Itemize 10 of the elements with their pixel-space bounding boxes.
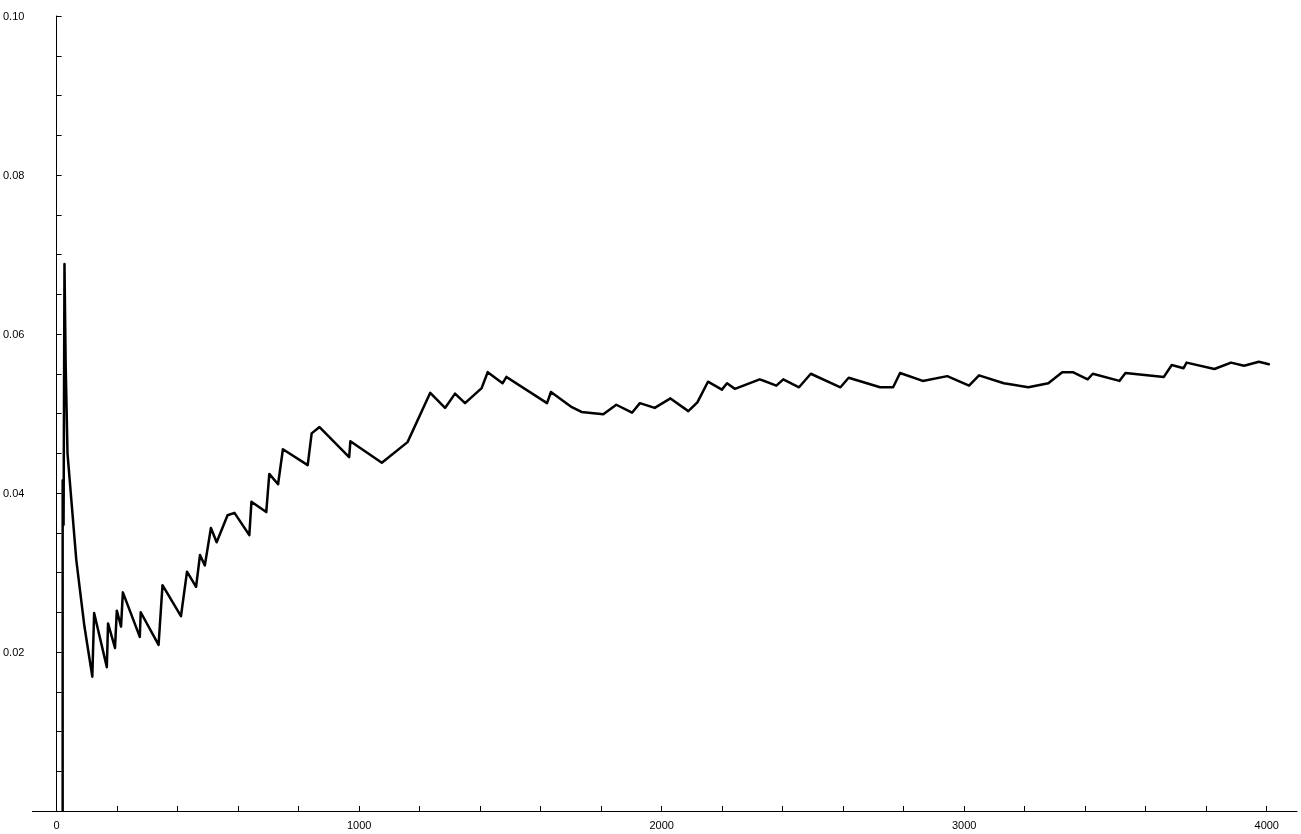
y-tick-label: 0.10 <box>2 10 25 22</box>
y-tick-label: 0.02 <box>2 646 25 658</box>
y-tick-label: 0.08 <box>2 169 25 181</box>
x-tick-label: 2000 <box>649 818 674 831</box>
y-tick-label: 0.06 <box>2 328 25 340</box>
x-tick-label: 1000 <box>346 818 372 831</box>
x-tick-label: 3000 <box>951 818 977 831</box>
y-tick-label: 0.04 <box>2 487 25 499</box>
x-tick-label: 0 <box>53 818 60 831</box>
x-tick-label: 4000 <box>1254 818 1279 831</box>
